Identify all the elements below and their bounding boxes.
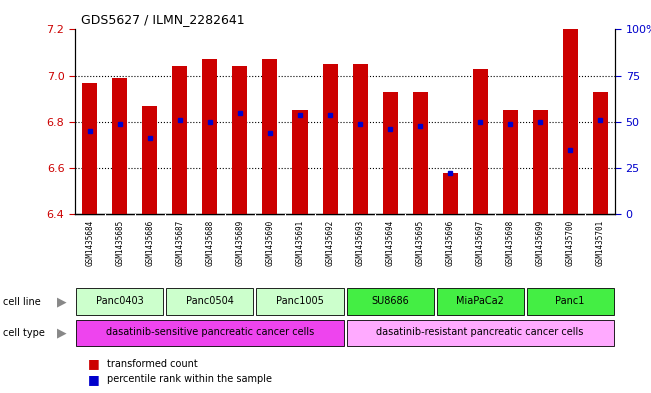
- Bar: [262, 59, 277, 214]
- Text: GDS5627 / ILMN_2282641: GDS5627 / ILMN_2282641: [81, 13, 245, 26]
- Bar: [113, 78, 128, 214]
- Text: GSM1435701: GSM1435701: [596, 220, 605, 266]
- Text: Panc0504: Panc0504: [186, 296, 234, 306]
- Bar: [473, 69, 488, 214]
- Text: GSM1435687: GSM1435687: [175, 220, 184, 266]
- Bar: [322, 64, 337, 214]
- Text: GSM1435700: GSM1435700: [566, 220, 575, 266]
- Text: ■: ■: [88, 357, 100, 370]
- Text: GSM1435692: GSM1435692: [326, 220, 335, 266]
- Bar: [76, 320, 344, 346]
- Bar: [76, 288, 163, 315]
- Bar: [346, 320, 614, 346]
- Bar: [353, 64, 368, 214]
- Bar: [173, 66, 187, 214]
- Bar: [533, 110, 547, 214]
- Bar: [256, 288, 344, 315]
- Text: ▶: ▶: [57, 327, 66, 340]
- Bar: [167, 288, 253, 315]
- Bar: [437, 288, 523, 315]
- Text: GSM1435695: GSM1435695: [415, 220, 424, 266]
- Text: cell type: cell type: [3, 328, 45, 338]
- Text: dasatinib-resistant pancreatic cancer cells: dasatinib-resistant pancreatic cancer ce…: [376, 327, 584, 338]
- Text: percentile rank within the sample: percentile rank within the sample: [107, 374, 272, 384]
- Text: GSM1435685: GSM1435685: [115, 220, 124, 266]
- Bar: [592, 92, 607, 214]
- Bar: [443, 173, 458, 214]
- Bar: [232, 66, 247, 214]
- Text: GSM1435693: GSM1435693: [355, 220, 365, 266]
- Text: cell line: cell line: [3, 297, 41, 307]
- Text: MiaPaCa2: MiaPaCa2: [456, 296, 504, 306]
- Text: GSM1435684: GSM1435684: [85, 220, 94, 266]
- Bar: [413, 92, 428, 214]
- Text: GSM1435686: GSM1435686: [145, 220, 154, 266]
- Bar: [83, 83, 98, 214]
- Bar: [503, 110, 518, 214]
- Text: ▶: ▶: [57, 295, 66, 308]
- Bar: [383, 92, 398, 214]
- Bar: [143, 106, 158, 214]
- Bar: [527, 288, 614, 315]
- Text: transformed count: transformed count: [107, 358, 198, 369]
- Text: GSM1435691: GSM1435691: [296, 220, 305, 266]
- Text: Panc1: Panc1: [555, 296, 585, 306]
- Text: GSM1435690: GSM1435690: [266, 220, 275, 266]
- Text: Panc0403: Panc0403: [96, 296, 144, 306]
- Text: GSM1435697: GSM1435697: [476, 220, 484, 266]
- Bar: [346, 288, 434, 315]
- Text: ■: ■: [88, 373, 100, 386]
- Text: GSM1435699: GSM1435699: [536, 220, 545, 266]
- Text: GSM1435696: GSM1435696: [445, 220, 454, 266]
- Text: GSM1435689: GSM1435689: [236, 220, 245, 266]
- Text: dasatinib-sensitive pancreatic cancer cells: dasatinib-sensitive pancreatic cancer ce…: [106, 327, 314, 338]
- Text: GSM1435694: GSM1435694: [385, 220, 395, 266]
- Bar: [292, 110, 307, 214]
- Bar: [562, 29, 577, 214]
- Text: SU8686: SU8686: [371, 296, 409, 306]
- Text: GSM1435688: GSM1435688: [206, 220, 214, 266]
- Text: Panc1005: Panc1005: [276, 296, 324, 306]
- Bar: [202, 59, 217, 214]
- Text: GSM1435698: GSM1435698: [506, 220, 515, 266]
